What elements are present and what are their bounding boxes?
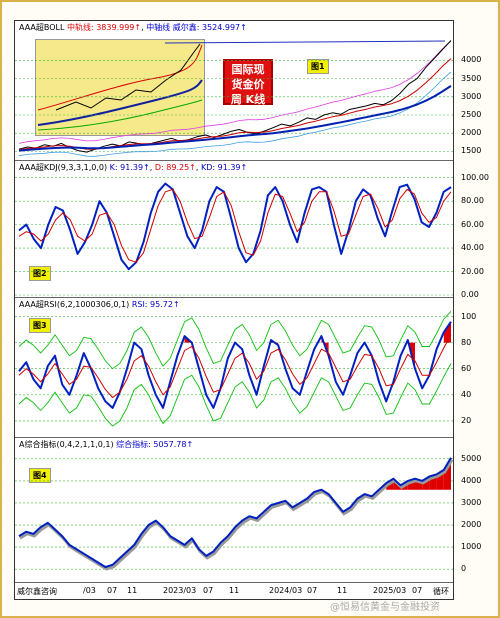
y-tick-label: 2500 xyxy=(461,110,482,119)
boll-band-line xyxy=(18,71,452,157)
kdj-y-axis: 100.00 80.00 60.00 40.00 20.00 0.00 xyxy=(455,161,499,299)
rsi-panel: AAA超RSI(6,2,1000306,0,1) RSI: 95.72↑ 图3 … xyxy=(15,298,476,438)
y-tick-label: 4000 xyxy=(461,55,482,65)
stamp-line-2: 货金价 xyxy=(231,78,265,91)
kdj-plot xyxy=(15,177,453,296)
x-axis: 威尔鑫咨询/03 07 11 2023/03 07 11 2024/03 07 11 2025/0… xyxy=(15,583,453,599)
y-tick-label: 0.00 xyxy=(461,290,479,299)
x-tick-label: 11 xyxy=(229,586,240,595)
y-tick-label: 40.00 xyxy=(461,243,484,253)
x-tick-label: 循环 xyxy=(433,587,449,596)
composite-title: A综合指标(0,4,2,1,1,0,1) 综合指标: 5057.78↑ xyxy=(19,439,193,450)
y-tick-label: 4000 xyxy=(461,475,482,485)
boll-mid-readout: 中轨线: 3839.999↑ xyxy=(66,23,142,32)
y-tick-label: 2000 xyxy=(461,128,482,138)
rsi-title: AAA超RSI(6,2,1000306,0,1) RSI: 95.72↑ xyxy=(19,299,180,310)
x-tick-label: 2024/03 xyxy=(269,586,303,595)
y-tick-label: 3000 xyxy=(461,91,482,101)
kdj-title: AAA超KDJ(9,3,3,1,0,0) K: 91.39↑, D: 89.25… xyxy=(19,163,248,172)
x-tick-label: 07 xyxy=(307,586,318,595)
panel-tag-3: 图3 xyxy=(29,318,51,333)
y-tick-label: 1500 xyxy=(461,146,482,156)
panel-tag-1: 图1 xyxy=(307,59,329,74)
y-tick-label: 40 xyxy=(461,389,472,399)
rsi-readout: RSI: 95.72↑ xyxy=(131,300,180,309)
y-tick-label: 20 xyxy=(461,415,472,425)
x-tick-label: 07 xyxy=(107,586,118,595)
panel-tag-4: 图4 xyxy=(29,468,51,483)
panel-tag-2: 图2 xyxy=(29,266,51,281)
stamp-line-3: 周 K线 xyxy=(230,93,266,106)
series-shadow xyxy=(19,458,453,571)
watermark: @恒易信黄金与金融投资 xyxy=(330,602,440,613)
price-title-prefix: AAA超BOLL xyxy=(19,23,65,32)
inset-thumbnail xyxy=(35,39,205,136)
rsi-y-axis: 100 80 60 40 20 xyxy=(455,298,499,438)
x-tick-label: 11 xyxy=(337,586,348,595)
rsi-envelope-line xyxy=(18,310,452,370)
y-tick-label: 3000 xyxy=(461,497,482,507)
x-tick-label: 威尔鑫咨询 xyxy=(17,587,57,596)
chart-area: AAA超BOLL 中轨线: 3839.999↑, 中轴线 威尔鑫: 3524.9… xyxy=(14,20,489,600)
trend-line xyxy=(164,40,446,44)
y-tick-label: 80.00 xyxy=(461,196,484,206)
series-line-0 xyxy=(18,182,452,271)
composite-y-axis: 5000 4000 3000 2000 1000 0 xyxy=(455,438,499,583)
kdj-title-text: AAA超KDJ(9,3,3,1,0,0) xyxy=(19,163,108,172)
rsi-envelope-line xyxy=(18,363,452,427)
y-tick-label: 0 xyxy=(461,564,467,574)
stamp-line-1: 国际现 xyxy=(231,63,265,76)
y-tick-label: 20.00 xyxy=(461,266,484,276)
x-tick-label: 2025/03 xyxy=(373,586,407,595)
y-tick-label: 60.00 xyxy=(461,219,484,229)
title-stamp: 国际现 货金价 周 K线 xyxy=(223,59,273,106)
series-line-2 xyxy=(18,85,452,152)
y-tick-label: 100 xyxy=(461,311,477,321)
kdj-d-readout: D: 89.25↑ xyxy=(154,163,196,172)
series-line-0 xyxy=(18,457,452,568)
y-tick-label: 5000 xyxy=(461,453,482,463)
axis-line-readout: 中轴线 威尔鑫: 3524.997↑ xyxy=(146,23,247,32)
x-tick-label: 2023/03 xyxy=(163,586,197,595)
x-tick-label: 11 xyxy=(127,586,138,595)
series-line-1 xyxy=(18,188,452,263)
x-tick-label: 07 xyxy=(412,586,423,595)
y-tick-label: 2000 xyxy=(461,520,482,530)
y-tick-label: 1000 xyxy=(461,542,482,552)
x-tick-label: 07 xyxy=(203,586,214,595)
y-tick-label: 80 xyxy=(461,337,472,347)
price-y-axis: 4000 3500 3000 2500 2000 1500 xyxy=(455,21,499,161)
inset-chart xyxy=(37,43,203,131)
price-title: AAA超BOLL 中轨线: 3839.999↑, 中轴线 威尔鑫: 3524.9… xyxy=(19,23,247,32)
price-panel: AAA超BOLL 中轨线: 3839.999↑, 中轴线 威尔鑫: 3524.9… xyxy=(15,21,481,161)
series-line-1 xyxy=(18,334,452,398)
composite-plot xyxy=(15,457,453,571)
composite-panel: A综合指标(0,4,2,1,1,0,1) 综合指标: 5057.78↑ 图4 5… xyxy=(15,438,481,583)
rsi-title-text: AAA超RSI(6,2,1000306,0,1) xyxy=(19,300,130,309)
composite-title-text: A综合指标(0,4,2,1,1,0,1) xyxy=(19,440,114,449)
y-tick-label: 100.00 xyxy=(461,172,489,182)
price-plot xyxy=(15,40,453,157)
series-line-0 xyxy=(18,40,452,153)
boll-band-line xyxy=(18,40,452,144)
kdj-panel: AAA超KDJ(9,3,3,1,0,0) K: 91.39↑, D: 89.25… xyxy=(15,161,489,299)
kdj-kd-readout: KD: 91.39↑ xyxy=(200,163,248,172)
y-tick-label: 60 xyxy=(461,363,472,373)
composite-readout: 综合指标: 5057.78↑ xyxy=(116,440,194,449)
kdj-k-readout: K: 91.39↑ xyxy=(109,163,150,172)
series-line-0 xyxy=(18,321,452,409)
rsi-plot xyxy=(15,310,453,427)
y-tick-label: 3500 xyxy=(461,73,482,83)
x-tick-label: /03 xyxy=(83,586,96,595)
